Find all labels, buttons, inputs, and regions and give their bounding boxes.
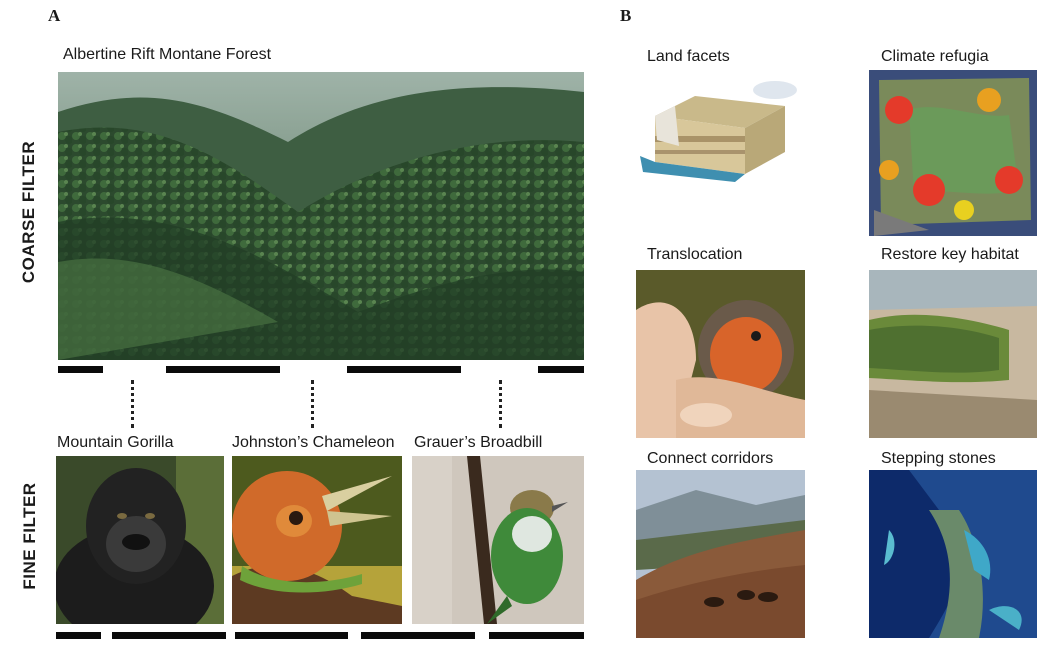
- fine-filter-label: FINE FILTER: [20, 482, 39, 590]
- species-title-chameleon: Johnston’s Chameleon: [232, 434, 395, 451]
- translocation-title: Translocation: [647, 246, 743, 263]
- stepping-stones-satellite-image: [869, 470, 1037, 638]
- panel-a-letter: A: [48, 6, 61, 25]
- restore-key-habitat-photo: [869, 270, 1037, 438]
- scale-bar-segment: [361, 632, 475, 639]
- scale-bar-segment: [58, 366, 103, 373]
- forest-photo: [58, 72, 584, 360]
- grauers-broadbill-photo: [412, 456, 584, 624]
- translocation-photo: [636, 270, 805, 438]
- mountain-gorilla-photo: [56, 456, 224, 624]
- scale-bar-segment: [489, 632, 584, 639]
- panel-b-letter: B: [620, 6, 632, 25]
- climate-refugia-title: Climate refugia: [881, 48, 989, 65]
- scale-bar-segment: [235, 632, 348, 639]
- land-facets-title: Land facets: [647, 48, 730, 65]
- dotted-connector: [499, 380, 505, 428]
- land-facets-illustration: [635, 76, 805, 188]
- climate-refugia-map: [869, 70, 1037, 236]
- species-title-gorilla: Mountain Gorilla: [57, 434, 174, 451]
- connect-corridors-title: Connect corridors: [647, 450, 774, 467]
- restore-key-habitat-title: Restore key habitat: [881, 246, 1019, 263]
- coarse-filter-label: COARSE FILTER: [19, 140, 38, 284]
- forest-title: Albertine Rift Montane Forest: [63, 46, 272, 63]
- scale-bar-segment: [56, 632, 101, 639]
- scale-bar-segment: [347, 366, 461, 373]
- scale-bar-segment: [112, 632, 226, 639]
- scale-bar-segment: [538, 366, 584, 373]
- connect-corridors-photo: [636, 470, 805, 638]
- dotted-connector: [131, 380, 137, 428]
- dotted-connector: [311, 380, 317, 428]
- species-title-broadbill: Grauer’s Broadbill: [414, 434, 543, 451]
- johnstons-chameleon-photo: [232, 456, 402, 624]
- scale-bar-segment: [166, 366, 280, 373]
- stepping-stones-title: Stepping stones: [881, 450, 996, 467]
